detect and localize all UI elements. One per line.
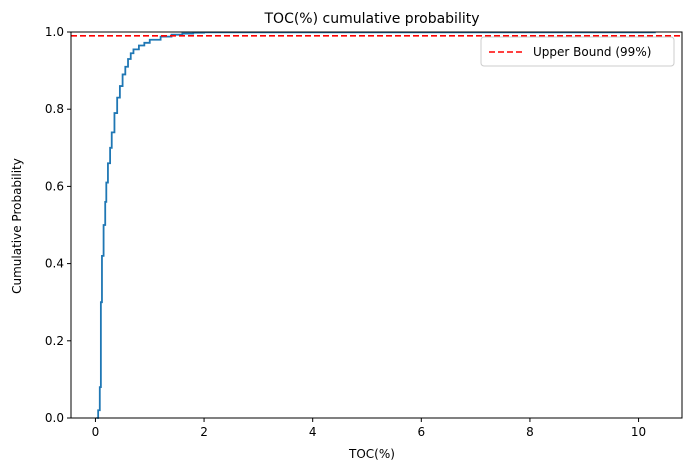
legend-box [480, 36, 675, 67]
y-tick-label: 0.2 [45, 334, 64, 348]
x-tick-label: 4 [309, 425, 317, 439]
y-tick-label: 0.6 [45, 179, 64, 193]
plot-frame [70, 31, 683, 419]
x-tick-label: 8 [526, 425, 534, 439]
axes-layer: 0 2 4 6 8 10 0.0 0.2 0.4 0.6 0.8 1.0 [45, 25, 683, 439]
y-tick-label: 0.4 [45, 257, 64, 271]
chart-title: TOC(%) cumulative probability [264, 11, 480, 27]
x-tick-label: 2 [200, 425, 208, 439]
y-tick-label: 1.0 [45, 25, 64, 39]
y-tick-label: 0.8 [45, 102, 64, 116]
x-tick-label: 0 [92, 425, 100, 439]
x-axis-label: TOC(%) [348, 447, 395, 461]
x-tick-label: 10 [631, 425, 646, 439]
legend-label-upper-bound: Upper Bound (99%) [533, 45, 651, 59]
plot-marks [71, 31, 682, 419]
y-tick-label: 0.0 [45, 411, 64, 425]
legend: Upper Bound (99%) [480, 36, 675, 67]
x-tick-label: 6 [417, 425, 425, 439]
y-axis-label: Cumulative Probability [10, 158, 24, 294]
